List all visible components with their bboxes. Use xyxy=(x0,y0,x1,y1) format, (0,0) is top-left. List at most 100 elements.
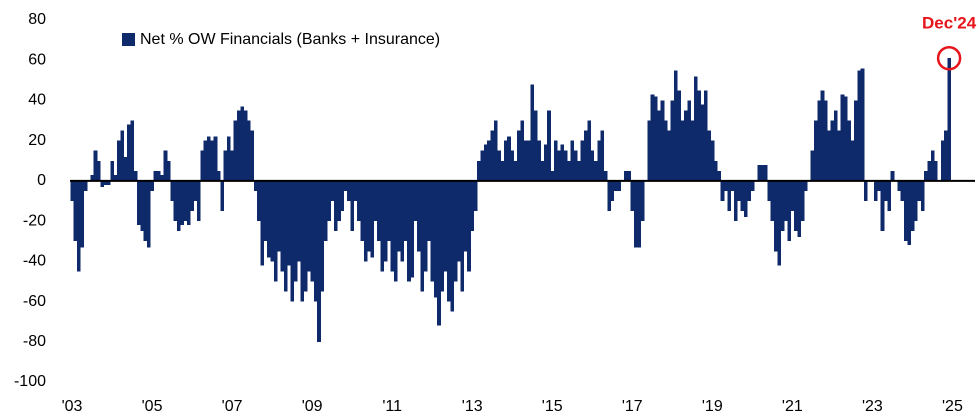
bar xyxy=(360,180,365,242)
bar xyxy=(473,180,478,212)
legend-label: Net % OW Financials (Banks + Insurance) xyxy=(140,31,440,48)
bar xyxy=(844,96,848,181)
bar xyxy=(227,136,231,181)
bar xyxy=(737,180,741,201)
bar xyxy=(220,180,225,212)
bar xyxy=(423,180,428,272)
bar xyxy=(940,140,945,181)
x-tick-label: '09 xyxy=(302,398,323,415)
bar xyxy=(363,180,368,262)
bar xyxy=(567,160,571,181)
bar xyxy=(130,120,134,181)
bar xyxy=(413,180,418,222)
bar xyxy=(840,94,845,181)
bar xyxy=(560,144,565,181)
bar xyxy=(197,180,201,222)
bar xyxy=(470,180,475,232)
bar xyxy=(93,150,98,181)
bar xyxy=(944,130,948,181)
bar xyxy=(523,140,528,181)
bar xyxy=(600,130,605,181)
bar xyxy=(327,180,331,222)
bar xyxy=(730,180,735,191)
bar xyxy=(253,180,258,191)
bar xyxy=(914,180,918,222)
x-tick-label: '05 xyxy=(142,398,163,415)
bar xyxy=(280,180,285,272)
bar xyxy=(850,140,855,181)
bar xyxy=(507,136,511,181)
bar xyxy=(257,180,261,222)
bar xyxy=(377,180,381,242)
bar xyxy=(597,140,601,181)
bar xyxy=(463,180,468,252)
annotation: Dec'24 xyxy=(922,13,977,32)
bar xyxy=(824,100,828,181)
bar xyxy=(457,180,461,262)
bar xyxy=(577,160,581,181)
bar xyxy=(83,180,88,191)
bar xyxy=(170,180,175,201)
bar xyxy=(553,140,558,181)
bar xyxy=(330,180,335,201)
bar xyxy=(764,164,768,181)
bar xyxy=(107,180,111,185)
bar xyxy=(520,120,525,181)
bar xyxy=(493,120,498,181)
bar xyxy=(747,180,751,201)
bar xyxy=(497,150,501,181)
highlight-circle xyxy=(936,45,962,71)
bar xyxy=(430,180,435,282)
bar xyxy=(777,180,781,266)
bar xyxy=(700,104,705,181)
bar xyxy=(140,180,145,232)
bar xyxy=(540,160,545,181)
bar xyxy=(397,180,401,252)
bar xyxy=(857,70,862,181)
bar xyxy=(120,130,124,181)
bar xyxy=(263,180,268,242)
bar xyxy=(784,180,788,222)
bar xyxy=(230,150,235,181)
bar xyxy=(847,120,852,181)
bar xyxy=(837,130,842,181)
bar xyxy=(697,90,701,181)
bar xyxy=(323,180,328,242)
y-tick-label: -100 xyxy=(14,373,46,390)
bar xyxy=(744,180,748,218)
y-tick-label: -20 xyxy=(23,212,46,229)
bar xyxy=(243,110,248,181)
bar xyxy=(653,96,658,181)
bar xyxy=(277,180,281,252)
bar xyxy=(80,180,84,248)
y-tick-label: 20 xyxy=(28,132,46,149)
x-tick-label: '23 xyxy=(862,398,883,415)
bar xyxy=(183,180,188,222)
bar xyxy=(333,180,338,232)
bar xyxy=(440,180,445,292)
bar xyxy=(150,180,155,191)
bar xyxy=(97,160,101,181)
bar xyxy=(177,180,181,232)
bar xyxy=(460,180,465,292)
bar xyxy=(630,180,635,212)
y-tick-label: 40 xyxy=(28,92,46,109)
bar xyxy=(407,180,411,282)
bar xyxy=(593,160,598,181)
bar xyxy=(77,180,81,272)
bar xyxy=(770,180,775,222)
bar xyxy=(453,180,458,282)
y-tick-label: 60 xyxy=(28,51,46,68)
bar xyxy=(617,180,621,191)
bar xyxy=(760,164,765,181)
bar xyxy=(787,180,791,242)
bar xyxy=(410,180,415,278)
bar xyxy=(403,180,408,242)
bar xyxy=(640,180,645,222)
bar xyxy=(250,130,255,181)
bar xyxy=(610,180,615,201)
bar xyxy=(910,180,915,232)
bar xyxy=(290,180,295,302)
bar xyxy=(217,170,221,181)
